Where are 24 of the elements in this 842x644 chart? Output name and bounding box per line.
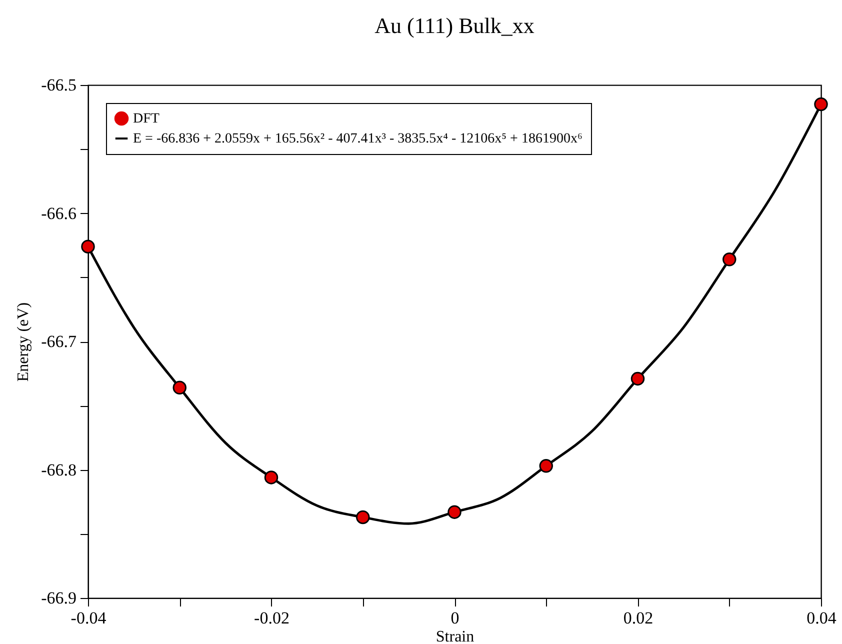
point [81, 240, 95, 254]
chart-title: Au (111) Bulk_xx [374, 13, 534, 38]
y-tick-label: -66.5 [41, 76, 76, 94]
point [172, 380, 186, 395]
x-tick-label: 0 [450, 608, 460, 628]
x-axis-title: Strain [436, 628, 474, 644]
y-tick-label: -66.6 [41, 204, 76, 223]
y-tick-label: -66.8 [41, 460, 76, 480]
y-tick-label: -66.7 [41, 332, 77, 351]
point [264, 470, 278, 484]
point [630, 372, 645, 386]
point [448, 505, 462, 519]
y-axis-title: Energy (eV) [15, 302, 32, 382]
x-tick-label: 0.04 [806, 608, 837, 628]
x-tick-label: -0.02 [254, 608, 290, 628]
x-tick-label: 0.02 [623, 608, 654, 628]
point [539, 459, 553, 473]
legend-label: DFT [133, 112, 160, 126]
point [814, 97, 828, 112]
x-tick-label: -0.04 [70, 608, 107, 628]
legend-label: E = -66.836 + 2.0559x + 165.56x² - 407.41x³ - 3835.5x⁴ - 12106x⁵ + 1861900x⁶ [133, 132, 582, 146]
point [356, 510, 370, 524]
y-tick-label: -66.9 [41, 588, 76, 608]
point [722, 252, 736, 266]
